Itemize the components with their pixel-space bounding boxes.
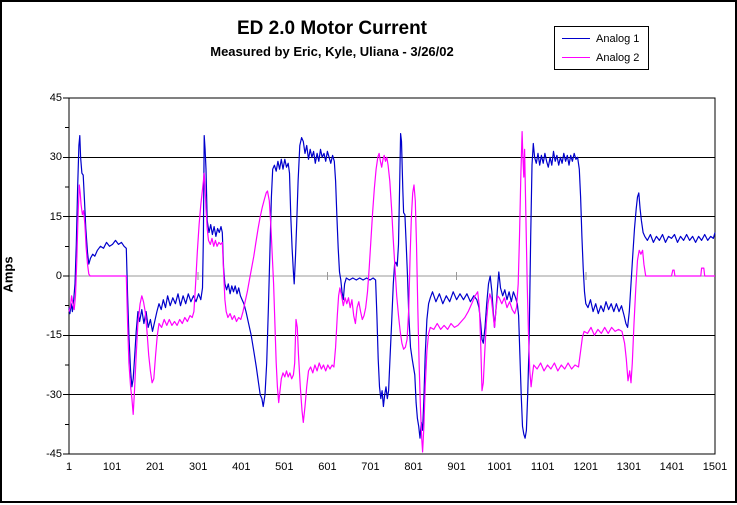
- x-tick-label-1501: 1501: [702, 461, 728, 473]
- series-line-1-analog-1: [68, 133, 716, 439]
- chart-subtitle: Measured by Eric, Kyle, Uliana - 3/26/02: [210, 44, 454, 59]
- analog2-line-swatch: [562, 57, 590, 58]
- analog1-line-swatch: [562, 38, 590, 39]
- x-tick-label-1101: 1101: [530, 461, 555, 473]
- y-tick-label--30: -30: [46, 388, 62, 401]
- x-tick-label-301: 301: [189, 461, 208, 473]
- x-tick-label-901: 901: [447, 461, 466, 473]
- y-tick-label--15: -15: [46, 329, 62, 342]
- x-tick-label-1401: 1401: [659, 461, 685, 473]
- chart-title: ED 2.0 Motor Current: [236, 18, 428, 39]
- y-tick-label-0: 0: [55, 270, 62, 282]
- legend-item-analog1: Analog 1: [555, 33, 648, 45]
- legend-item-analog2: Analog 2: [555, 52, 648, 64]
- y-tick-label-30: 30: [49, 151, 62, 164]
- x-tick-label-701: 701: [361, 461, 380, 473]
- x-tick-label-601: 601: [318, 461, 337, 473]
- x-tick-label-401: 401: [232, 461, 251, 473]
- legend: Analog 1 Analog 2: [554, 26, 649, 70]
- y-tick-label-45: 45: [49, 92, 62, 104]
- y-axis-title: Amps: [0, 256, 16, 293]
- legend-label-analog2: Analog 2: [596, 51, 640, 64]
- x-tick-label-1: 1: [65, 461, 73, 473]
- x-tick-label-501: 501: [275, 461, 294, 473]
- x-tick-label-801: 801: [404, 461, 423, 473]
- x-tick-label-1301: 1301: [616, 461, 642, 473]
- y-tick-label--45: -45: [46, 448, 62, 460]
- legend-label-analog1: Analog 1: [596, 32, 640, 45]
- x-tick-label-201: 201: [145, 461, 165, 473]
- y-tick-label-15: 15: [49, 210, 62, 223]
- x-tick-label-1001: 1001: [487, 461, 512, 473]
- x-tick-label-101: 101: [102, 461, 122, 473]
- x-tick-label-1201: 1201: [573, 461, 599, 473]
- series-line-2-analog-2: [68, 131, 715, 453]
